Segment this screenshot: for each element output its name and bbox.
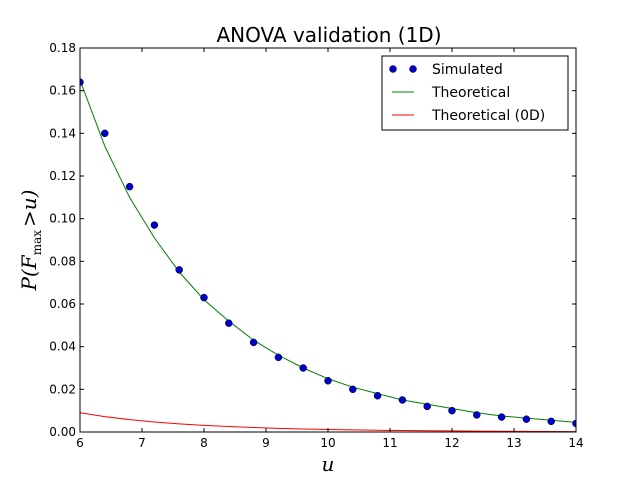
- data-point-simulated: [274, 353, 283, 362]
- svg-text:P(Fmax>u): P(Fmax >u): [17, 190, 44, 292]
- x-tick-label: 13: [506, 436, 521, 450]
- x-tick-label: 10: [320, 436, 335, 450]
- data-point-simulated: [448, 406, 456, 415]
- x-tick-label: 12: [444, 436, 459, 450]
- data-point-simulated: [398, 396, 407, 404]
- data-point-simulated: [175, 266, 183, 274]
- data-point-simulated: [80, 78, 84, 86]
- y-tick-label: 0.06: [49, 297, 76, 311]
- y-tick-label: 0.08: [49, 254, 76, 268]
- legend-label-simulated: Simulated: [432, 62, 503, 78]
- y-tick-label: 0.04: [49, 340, 76, 354]
- x-axis: 6 7 8 9 10 11 12 13 14: [76, 48, 584, 450]
- y-tick-label: 0.00: [49, 425, 76, 439]
- x-tick-label: 14: [568, 436, 583, 450]
- data-point-simulated: [125, 182, 134, 191]
- legend-marker-simulated-a: [389, 65, 397, 73]
- x-tick-label: 7: [138, 436, 146, 450]
- y-axis-label-f: F: [17, 254, 41, 270]
- data-point-simulated: [349, 385, 357, 394]
- data-point-simulated: [497, 413, 506, 421]
- legend: Simulated Theoretical Theoretical (0D): [381, 55, 569, 131]
- data-point-simulated: [225, 319, 233, 327]
- legend-label-theoretical-0d: Theoretical (0D): [431, 108, 545, 124]
- y-axis: 0.00 0.02 0.04 0.06 0.08 0.10 0.12 0.14 0.16 0.18: [49, 41, 576, 439]
- y-tick-label: 0.10: [49, 212, 76, 226]
- data-point-simulated: [547, 417, 555, 426]
- data-point-simulated: [572, 419, 576, 428]
- y-axis-label-rest: >u): [17, 190, 41, 227]
- chart-title: ANOVA validation (1D): [216, 23, 441, 47]
- y-axis-label: P(Fmax >u): [17, 190, 44, 292]
- data-point-simulated: [249, 338, 258, 347]
- x-tick-label: 9: [262, 436, 270, 450]
- legend-marker-simulated-b: [409, 65, 417, 73]
- data-point-simulated: [522, 415, 531, 423]
- y-tick-label: 0.02: [49, 382, 76, 396]
- x-tick-label: 11: [382, 436, 397, 450]
- data-point-simulated: [200, 293, 208, 302]
- y-axis-label-p: P(: [17, 268, 41, 291]
- series-line-theoretical: [80, 79, 576, 423]
- y-tick-label: 0.16: [49, 84, 76, 98]
- data-point-simulated: [299, 364, 307, 372]
- legend-label-theoretical: Theoretical: [431, 85, 510, 101]
- data-point-simulated: [373, 391, 382, 400]
- data-point-simulated: [324, 377, 332, 385]
- y-tick-label: 0.12: [49, 169, 76, 183]
- data-point-simulated: [101, 129, 109, 138]
- x-axis-label: u: [322, 452, 335, 476]
- series-layer: [80, 78, 576, 432]
- x-tick-label: 8: [200, 436, 208, 450]
- data-point-simulated: [150, 221, 159, 229]
- data-point-simulated: [423, 402, 431, 411]
- data-point-simulated: [473, 411, 481, 419]
- x-tick-label: 6: [76, 436, 84, 450]
- y-axis-label-sub: max: [30, 230, 44, 256]
- y-tick-label: 0.14: [49, 126, 76, 140]
- y-tick-label: 0.18: [49, 41, 76, 55]
